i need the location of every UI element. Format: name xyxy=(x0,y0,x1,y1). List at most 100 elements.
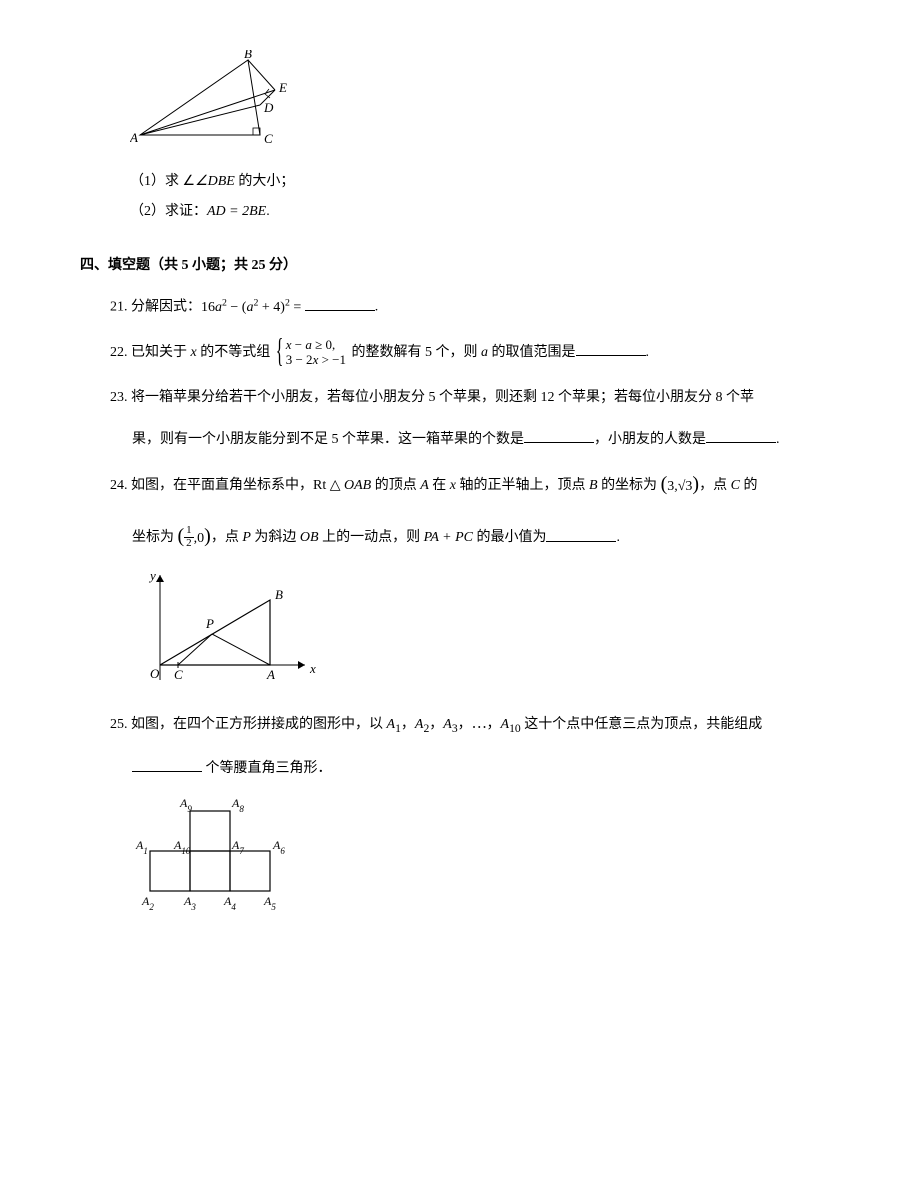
lbl-A4: A4 xyxy=(223,894,236,912)
q22-a: a xyxy=(481,345,488,360)
lbl-A10: A10 xyxy=(173,838,191,856)
section-4-header: 四、填空题（共 5 小题；共 25 分） xyxy=(80,254,840,278)
q23-blank2 xyxy=(706,428,776,443)
q24-t3: 在 xyxy=(429,479,450,494)
q22-brace: x − a ≥ 0,3 − 2x > −1 xyxy=(276,338,346,368)
q21-number: 21. xyxy=(110,300,128,315)
q24-t6: ，点 xyxy=(699,479,731,494)
q24-coordB: (3,√3) xyxy=(661,479,700,494)
q24-t2: 的顶点 xyxy=(371,479,420,494)
svg-q25: A9 A8 A1 A10 A7 A6 A2 A3 A4 A5 xyxy=(130,791,340,926)
q24-l2c: 为斜边 xyxy=(251,531,300,546)
question-24: 24. 如图，在平面直角坐标系中，Rt △ OAB 的顶点 A 在 x 轴的正半… xyxy=(110,469,840,503)
page: A B C D E （1）求 ∠∠DBE 的大小； （2）求证：AD = 2BE… xyxy=(0,0,920,976)
lbl-A1: A1 xyxy=(135,838,148,856)
q25-A3: A xyxy=(443,717,452,732)
q24-t4: 轴的正半轴上，顶点 xyxy=(456,479,589,494)
question-24-cont: 坐标为 (12,0)，点 P 为斜边 OB 上的一动点，则 PA + PC 的最… xyxy=(132,521,840,555)
q25-s10: 10 xyxy=(509,722,521,735)
q22-post: . xyxy=(646,345,650,360)
q24-t1: 如图，在平面直角坐标系中，Rt △ xyxy=(128,479,345,494)
sub2-prefix: （2）求证： xyxy=(130,204,207,219)
label-C2: C xyxy=(174,667,183,682)
lbl-A6: A6 xyxy=(272,838,285,856)
q23-post: . xyxy=(776,432,780,447)
q24-post: . xyxy=(616,531,620,546)
sub2-expr: AD = 2BE xyxy=(207,204,266,219)
q24-OB: OB xyxy=(300,531,319,546)
q25-A10: A xyxy=(501,717,510,732)
q25-t1: 如图，在四个正方形拼接成的图形中，以 xyxy=(128,717,387,732)
sub2-suffix: . xyxy=(266,204,270,219)
q21-post: . xyxy=(375,300,379,315)
lbl-A5: A5 xyxy=(263,894,276,912)
q24-l2e: 的最小值为 xyxy=(473,531,547,546)
q24-t7: 的 xyxy=(740,479,758,494)
question-25: 25. 如图，在四个正方形拼接成的图形中，以 A1，A2，A3，⋯，A10 这十… xyxy=(110,713,840,739)
sub1-expr: ∠∠DBE xyxy=(183,174,235,189)
lbl-A2: A2 xyxy=(141,894,154,912)
label-B: B xyxy=(244,50,252,61)
q23-line1: 将一箱苹果分给若干个小朋友，若每位小朋友分 5 个苹果，则还剩 12 个苹果；若… xyxy=(128,390,755,405)
q22-mid1: 的不等式组 xyxy=(197,345,274,360)
label-yaxis: y xyxy=(148,568,156,583)
question-23: 23. 将一箱苹果分给若干个小朋友，若每位小朋友分 5 个苹果，则还剩 12 个… xyxy=(110,386,840,410)
q22-mid2: 的整数解有 5 个，则 xyxy=(348,345,481,360)
q24-A: A xyxy=(420,479,429,494)
label-A2: A xyxy=(266,667,275,682)
label-E: E xyxy=(278,80,287,95)
q25-c2: ， xyxy=(429,717,443,732)
svg-triangle: A B C D E xyxy=(130,50,300,160)
q25-c3: ，⋯， xyxy=(458,717,501,732)
label-A: A xyxy=(130,130,138,145)
q24-t5: 的坐标为 xyxy=(598,479,661,494)
q22-blank xyxy=(576,341,646,356)
lbl-A9: A9 xyxy=(179,796,192,814)
q24-l2d: 上的一动点，则 xyxy=(319,531,424,546)
q21-blank xyxy=(305,296,375,311)
label-D: D xyxy=(263,100,274,115)
q22-pre: 已知关于 xyxy=(128,345,191,360)
q24-C: C xyxy=(731,479,740,494)
q25-line2: 个等腰直角三角形． xyxy=(202,761,332,776)
q25-number: 25. xyxy=(110,717,128,732)
q24-number: 24. xyxy=(110,479,128,494)
q23-mid: ，小朋友的人数是 xyxy=(594,432,706,447)
q24-oab: OAB xyxy=(344,479,371,494)
sub1-suffix: 的大小； xyxy=(235,174,295,189)
q24-PAPC: PA + PC xyxy=(424,531,473,546)
svg-q24: O A B C P x y xyxy=(130,565,325,695)
figure-triangle-abcde: A B C D E xyxy=(130,50,840,160)
sub1-prefix: （1）求 xyxy=(130,174,183,189)
q24-blank xyxy=(546,527,616,542)
label-P: P xyxy=(205,616,214,631)
q25-c1: ， xyxy=(401,717,415,732)
question-21: 21. 分解因式：16a2 − (a2 + 4)2 = . xyxy=(110,295,840,319)
q24-P: P xyxy=(242,531,251,546)
q24-l2b: ，点 xyxy=(211,531,243,546)
q22-number: 22. xyxy=(110,345,128,360)
q23-number: 23. xyxy=(110,390,128,405)
label-O: O xyxy=(150,666,160,681)
q25-blank xyxy=(132,757,202,772)
subquestion-2: （2）求证：AD = 2BE. xyxy=(130,200,840,224)
lbl-A7: A7 xyxy=(231,838,244,856)
q22-mid3: 的取值范围是 xyxy=(488,345,576,360)
q24-l2a: 坐标为 xyxy=(132,531,178,546)
lbl-A3: A3 xyxy=(183,894,196,912)
label-C: C xyxy=(264,131,273,146)
q25-A1: A xyxy=(387,717,396,732)
label-B2: B xyxy=(275,587,283,602)
q24-coordC: (12,0) xyxy=(178,531,211,546)
q25-t2: 这十个点中任意三点为顶点，共能组成 xyxy=(521,717,763,732)
figure-squares: A9 A8 A1 A10 A7 A6 A2 A3 A4 A5 xyxy=(130,791,840,926)
question-22: 22. 已知关于 x 的不等式组 x − a ≥ 0,3 − 2x > −1 的… xyxy=(110,338,840,368)
question-23-cont: 果，则有一个小朋友能分到不足 5 个苹果．这一箱苹果的个数是 ，小朋友的人数是. xyxy=(132,428,840,452)
q24-B: B xyxy=(589,479,598,494)
label-xaxis: x xyxy=(309,661,316,676)
q23-line2: 果，则有一个小朋友能分到不足 5 个苹果．这一箱苹果的个数是 xyxy=(132,432,524,447)
q21-pre: 分解因式： xyxy=(128,300,202,315)
figure-coordinate-oab: O A B C P x y xyxy=(130,565,840,695)
q23-blank1 xyxy=(524,428,594,443)
lbl-A8: A8 xyxy=(231,796,244,814)
